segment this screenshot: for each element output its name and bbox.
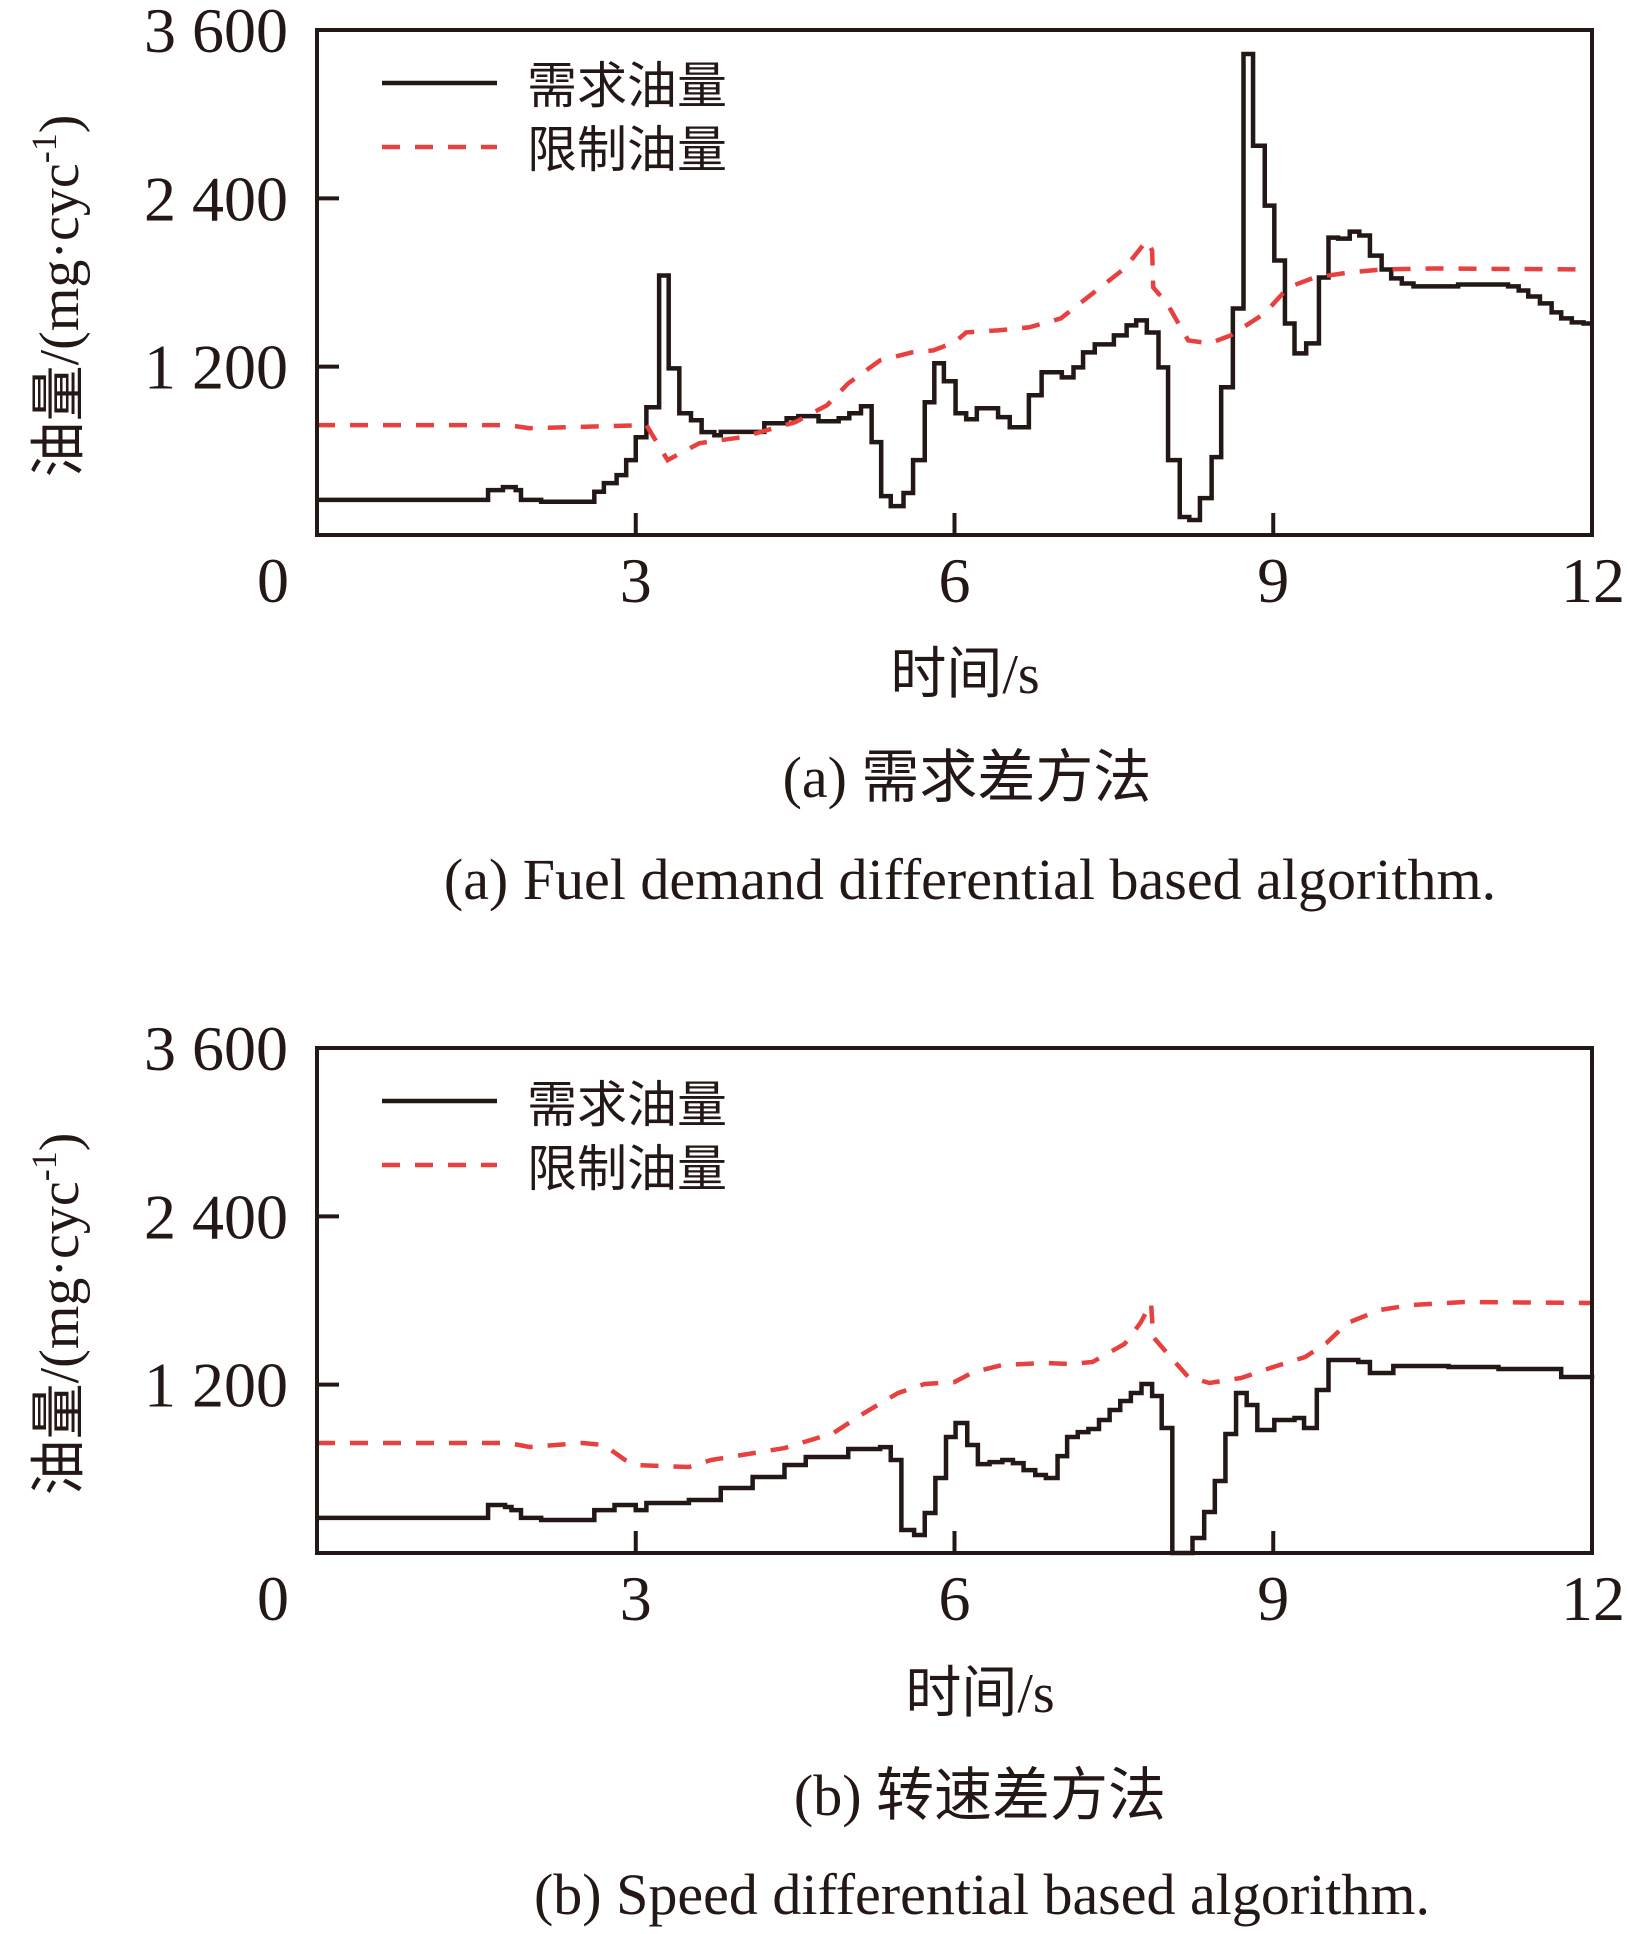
series-demand-line (317, 1357, 1595, 1556)
caption-en: (b) Speed differential based algorithm. (534, 1862, 1430, 1927)
panel-b: 油量/(mg·cyc-1) 1 200 2 400 3 600 0 3 6 9 12 需求油… (24, 1013, 1625, 1927)
legend-limit-label: 限制油量 (527, 122, 727, 178)
x-tick-label: 0 (257, 1563, 289, 1634)
legend-demand-label: 需求油量 (527, 1077, 727, 1133)
legend: 需求油量 限制油量 (382, 58, 727, 178)
panel-a: 油量/(mg·cyc-1) 1 200 2 400 3 600 0 3 6 9 12 需求油… (24, 0, 1625, 912)
series-demand-line (317, 51, 1592, 523)
y-tick-label: 3 600 (144, 1013, 288, 1084)
y-axis-title-main: 油量/(mg·cyc (29, 1181, 91, 1495)
y-axis-title: 油量/(mg·cyc-1) (24, 1133, 91, 1496)
plot-frame (315, 1046, 1594, 1555)
x-tick-labels: 0 3 6 9 12 (257, 545, 1625, 616)
caption-en: (a) Fuel demand differential based algor… (444, 847, 1496, 912)
legend-demand-label: 需求油量 (527, 58, 727, 114)
y-axis-title-sup: -1 (24, 133, 64, 163)
x-tick-label: 6 (939, 545, 971, 616)
x-tick-label: 3 (620, 1563, 652, 1634)
caption-cn: (a) 需求差方法 (783, 745, 1152, 810)
x-tick-labels: 0 3 6 9 12 (257, 1563, 1625, 1634)
legend: 需求油量 限制油量 (382, 1077, 727, 1197)
x-tick-label: 12 (1561, 1563, 1625, 1634)
y-tick-label: 1 200 (144, 1350, 288, 1421)
series-limit-line (317, 236, 1593, 464)
x-tick-label: 3 (620, 545, 652, 616)
y-tick-label: 2 400 (144, 163, 288, 234)
x-tick-label: 9 (1257, 545, 1289, 616)
ticks (317, 196, 1276, 535)
x-axis-title: 时间/s (890, 644, 1039, 706)
y-axis-title-close: ) (29, 1133, 91, 1152)
y-tick-label: 1 200 (144, 332, 288, 403)
x-axis-title: 时间/s (905, 1663, 1054, 1725)
y-tick-label: 3 600 (144, 0, 288, 66)
ticks (317, 1214, 1276, 1553)
y-axis-title-close: ) (29, 115, 91, 134)
x-tick-label: 6 (939, 1563, 971, 1634)
x-tick-label: 0 (257, 545, 289, 616)
y-axis-title-sup: -1 (24, 1151, 64, 1181)
y-tick-label: 2 400 (144, 1181, 288, 1252)
x-tick-label: 9 (1257, 1563, 1289, 1634)
caption-cn: (b) 转速差方法 (794, 1763, 1166, 1828)
y-axis-title: 油量/(mg·cyc-1) (24, 115, 91, 478)
x-tick-label: 12 (1561, 545, 1625, 616)
series-limit-line (317, 1294, 1593, 1470)
y-tick-labels: 1 200 2 400 3 600 (144, 1013, 288, 1421)
plot-frame (315, 28, 1594, 537)
legend-limit-label: 限制油量 (527, 1141, 727, 1197)
y-axis-title-main: 油量/(mg·cyc (29, 163, 91, 477)
y-tick-labels: 1 200 2 400 3 600 (144, 0, 288, 403)
